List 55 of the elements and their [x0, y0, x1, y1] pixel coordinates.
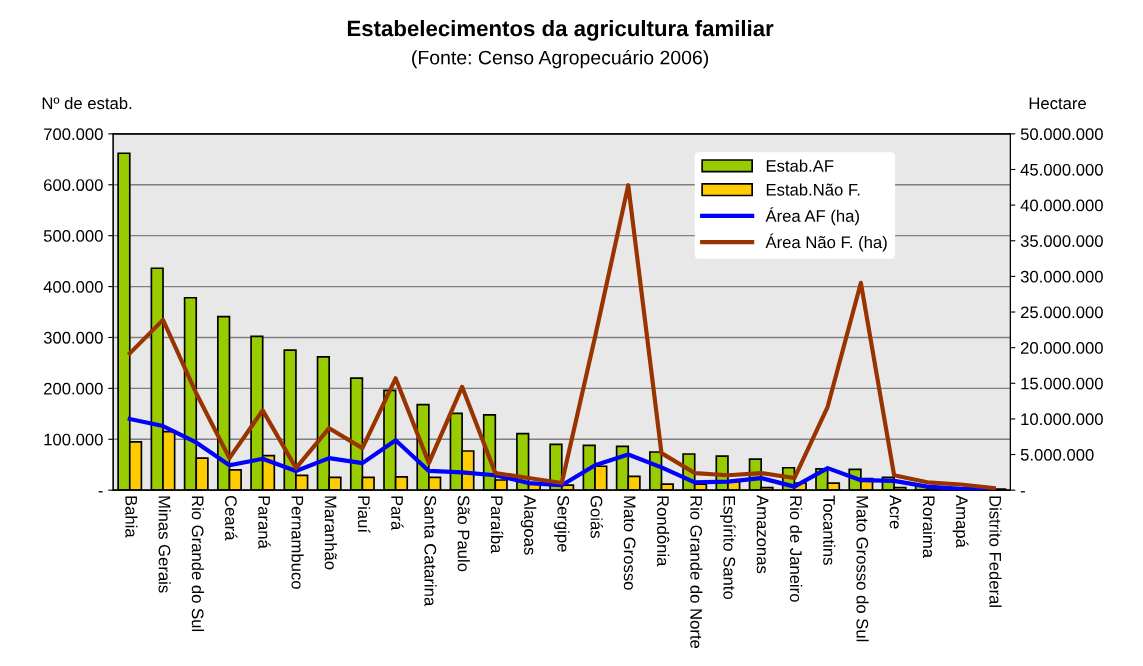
y2-tick-label: 20.000.000: [1020, 342, 1103, 354]
x-tick-label: Alagoas: [520, 495, 537, 555]
y-tick-label: 700.000: [44, 128, 103, 141]
y-axis-title: Nº de estab.: [42, 96, 132, 110]
legend-label: Área Não F. (ha): [765, 233, 887, 252]
x-tick-label: Bahia: [125, 496, 138, 538]
y-tick-label: -: [98, 491, 103, 493]
y2-tick-label: 40.000.000: [1020, 199, 1103, 212]
line-series: [127, 183, 996, 491]
y2-tick-label: 30.000.000: [1020, 270, 1103, 283]
x-tick-label: Piauí: [357, 496, 371, 533]
x-tick-label: Goiás: [590, 495, 603, 538]
x-tick-label: São Paulo: [457, 495, 470, 572]
x-tick-label: Paraná: [258, 496, 271, 549]
y2-tick-label: 10.000.000: [1021, 413, 1103, 426]
y-tick-label: 300.000: [43, 331, 103, 344]
y-tick-label: 500.000: [43, 230, 103, 242]
x-tick-label: Paraíba: [490, 496, 504, 554]
x-tick-label: Distrito Federal: [989, 496, 1002, 607]
y2-tick-label: 35.000.000: [1020, 235, 1103, 247]
legend-label: Estab.AF: [766, 159, 834, 172]
x-tick-label: Minas Gerais: [158, 496, 171, 593]
y-tick-label: 600.000: [44, 179, 103, 191]
y2-axis-title: Hectare: [1029, 97, 1086, 110]
x-tick-label: Rio Grande do Sul: [191, 496, 204, 632]
x-tick-label: Acre: [889, 495, 902, 529]
x-tick-label: Amazonas: [756, 495, 769, 574]
x-tick-label: Santa Catarina: [424, 495, 437, 607]
x-tick-label: Rio Grande do Norte: [690, 496, 703, 649]
y2-tick-label: 15.000.000: [1021, 377, 1103, 390]
x-tick-label: Pernambuco: [291, 496, 304, 589]
y2-tick-label: 25.000.000: [1020, 306, 1103, 319]
y2-tick-label: 5.000.000: [1020, 448, 1094, 461]
x-tick-label: Mato Grosso: [623, 496, 636, 590]
y-tick-label: 200.000: [44, 382, 103, 395]
chart-subtitle: (Fonte: Censo Agropecuário 2006): [412, 49, 709, 69]
y2-tick-label: 50.000.000: [1020, 128, 1103, 141]
x-tick-label: Sergipe: [554, 495, 570, 552]
x-tick-label: Ceará: [224, 495, 238, 541]
y-tick-label: 400.000: [43, 280, 103, 293]
y-tick-label: 100.000: [44, 433, 103, 446]
x-tick-label: Mato Grosso do Sul: [856, 496, 869, 642]
y2-tick-label: -: [1020, 491, 1025, 493]
chart-title: Estabelecimentos da agricultura familiar: [347, 19, 774, 41]
legend-label: Área AF (ha): [765, 207, 859, 226]
x-tick-label: Rondônia: [657, 496, 670, 567]
x-tick-label: Pará: [391, 496, 404, 531]
x-tick-label: Amapá: [952, 495, 969, 548]
x-tick-label: Rio de Janeiro: [789, 496, 803, 602]
x-tick-label: Roraima: [922, 496, 936, 559]
x-tick-label: Tocantins: [823, 495, 836, 565]
x-tick-label: Maranhão: [324, 496, 337, 570]
y2-tick-label: 45.000.000: [1020, 163, 1103, 176]
x-tick-label: Espírito Santo: [720, 496, 736, 600]
legend-label: Estab.Não F.: [766, 183, 860, 196]
